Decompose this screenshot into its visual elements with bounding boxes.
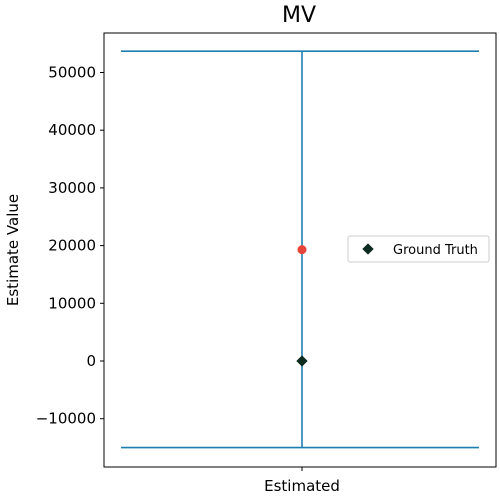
y-tick-label: 40000 bbox=[48, 121, 96, 139]
y-tick-label: 30000 bbox=[48, 179, 96, 197]
x-tick-label: Estimated bbox=[264, 477, 340, 495]
legend-label-ground-truth: Ground Truth bbox=[393, 243, 478, 258]
chart-marks bbox=[121, 50, 479, 449]
ground-truth-point bbox=[296, 355, 308, 367]
y-tick-label: 0 bbox=[86, 352, 96, 370]
y-tick-label: 10000 bbox=[48, 294, 96, 312]
y-tick-label: −10000 bbox=[36, 410, 96, 428]
chart-title: MV bbox=[282, 3, 316, 28]
legend: Ground Truth bbox=[347, 235, 490, 263]
estimate-point bbox=[297, 245, 307, 255]
y-tick-label: 20000 bbox=[48, 237, 96, 255]
legend-box bbox=[347, 235, 490, 263]
y-axis: −10000 0 10000 20000 30000 40000 50000 bbox=[36, 64, 104, 428]
y-axis-label: Estimate Value bbox=[4, 194, 22, 306]
x-axis: Estimated bbox=[264, 467, 340, 495]
plot-area bbox=[103, 32, 497, 468]
y-tick-label: 50000 bbox=[48, 64, 96, 82]
